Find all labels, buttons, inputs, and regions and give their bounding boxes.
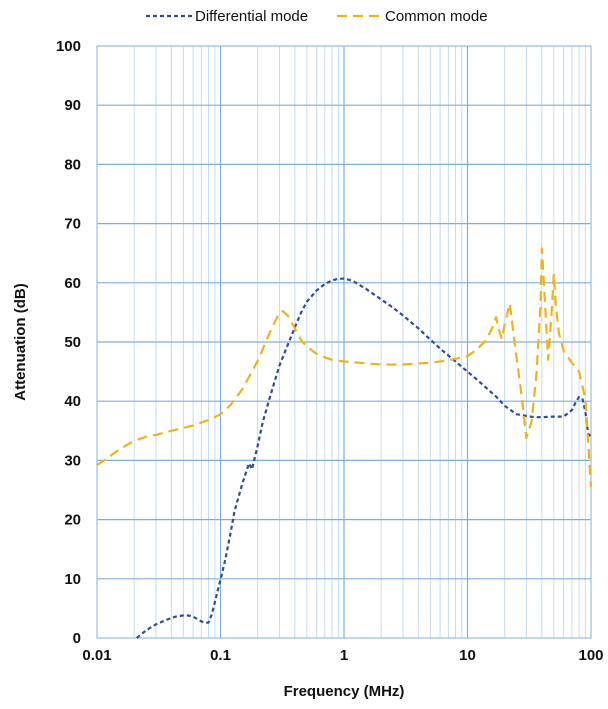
y-tick-label: 70 (64, 216, 81, 233)
y-tick-label: 50 (64, 334, 81, 351)
y-tick-label: 60 (64, 275, 81, 292)
y-tick-label: 30 (64, 452, 81, 469)
x-axis-ticks: 0.01 0.1 1 10 100 (82, 647, 603, 664)
x-tick-label: 100 (578, 647, 603, 664)
legend-label: Common mode (385, 8, 488, 25)
series-line-0 (136, 277, 592, 639)
y-tick-label: 100 (56, 38, 81, 55)
y-tick-label: 90 (64, 97, 81, 114)
x-axis-title: Frequency (MHz) (284, 683, 405, 700)
y-tick-label: 10 (64, 571, 81, 588)
x-tick-label: 0.1 (210, 647, 231, 664)
y-tick-label: 40 (64, 393, 81, 410)
x-tick-label: 1 (340, 647, 348, 664)
series-layer (96, 247, 593, 639)
y-tick-label: 20 (64, 512, 81, 529)
x-tick-label: 0.01 (82, 647, 111, 664)
y-tick-label: 0 (73, 630, 81, 647)
x-tick-label: 10 (459, 647, 476, 664)
plot-area-frame (96, 45, 592, 639)
y-axis-title: Attenuation (dB) (12, 283, 29, 400)
legend-label: Differential mode (195, 8, 308, 25)
y-axis-ticks: 0 10 20 30 40 50 60 70 80 90 100 (56, 38, 81, 647)
y-tick-label: 80 (64, 156, 81, 173)
legend: Differential mode Common mode (146, 8, 488, 25)
series-line-1 (96, 247, 593, 488)
